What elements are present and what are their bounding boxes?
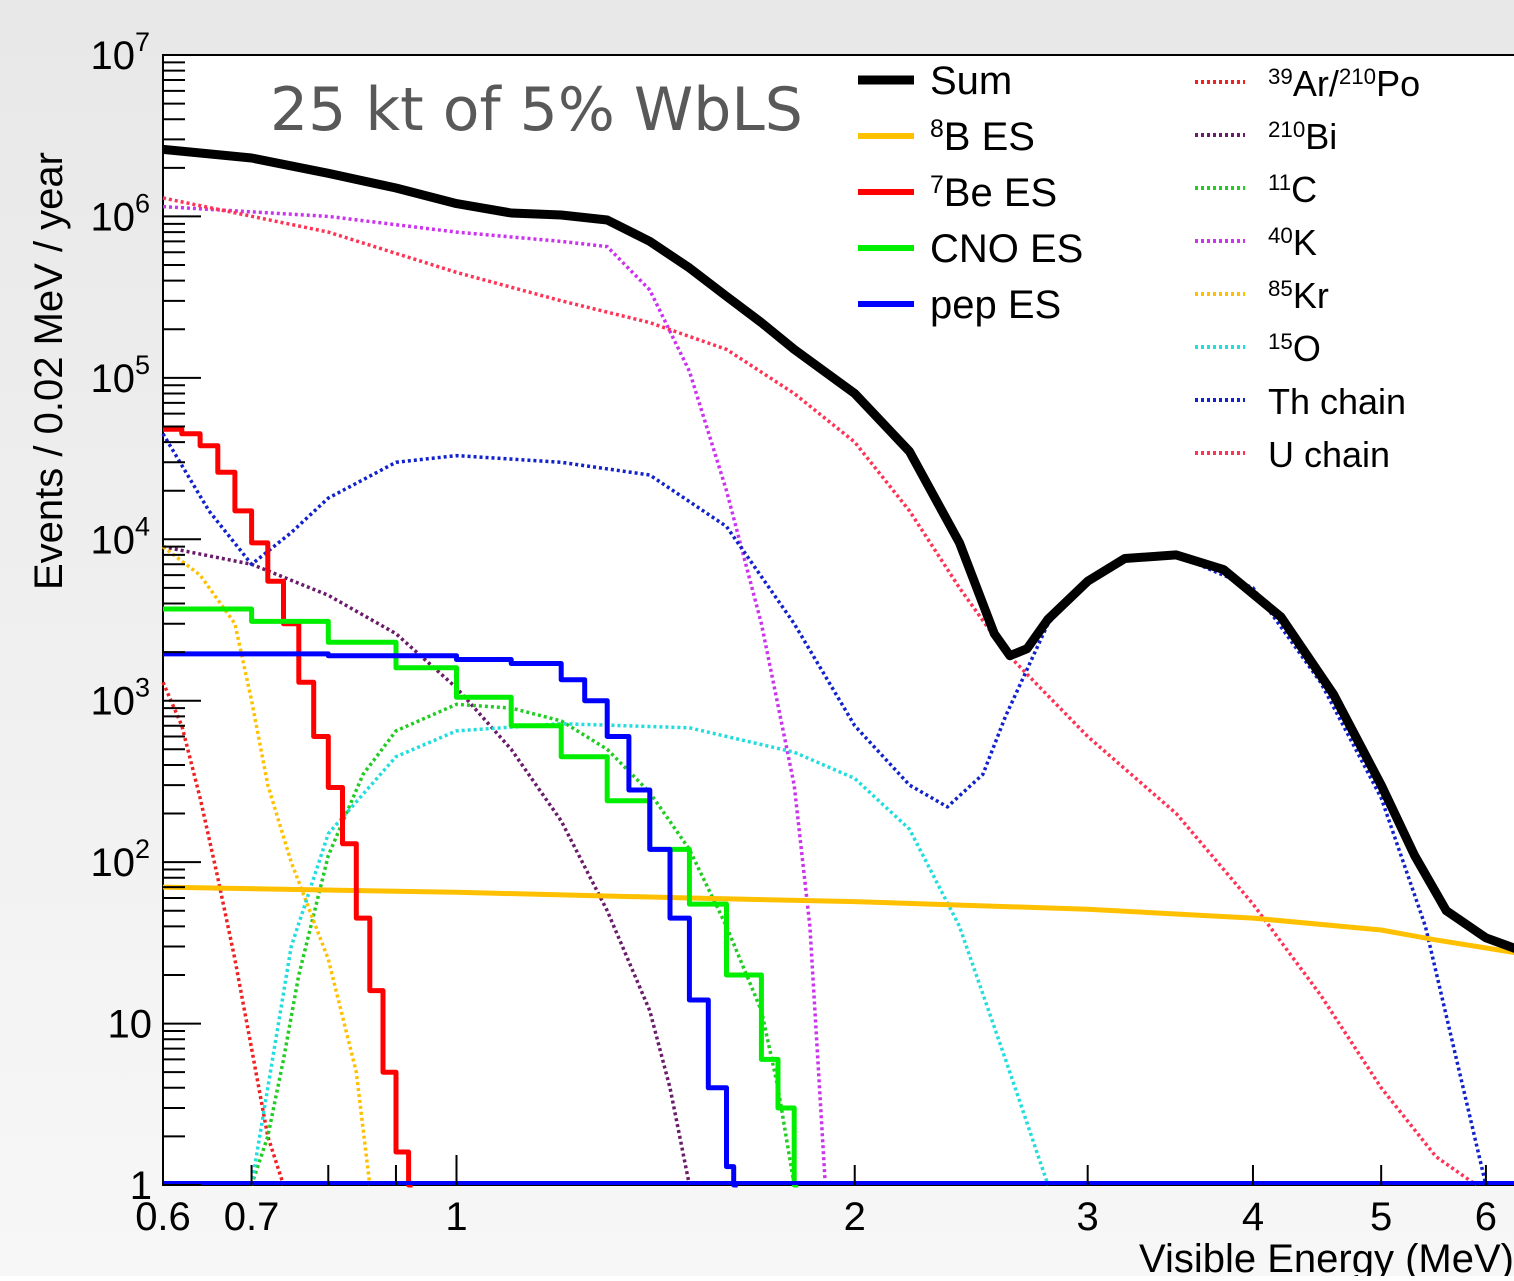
x-tick-label: 6	[1475, 1195, 1497, 1239]
x-tick-label: 4	[1242, 1195, 1264, 1239]
chart-annotation: 25 kt of 5% WbLS	[270, 75, 803, 145]
legend-label-11c: 11C	[1268, 169, 1317, 210]
axes-group: 1 10 102 103 104 105 106 107 0.6 0.7 1 2 3 4 5 6	[90, 27, 1497, 1239]
y-tick-label: 1	[130, 1164, 152, 1208]
y-tick-label: 107	[90, 27, 150, 78]
plot-frame	[162, 54, 1514, 1186]
x-tick-label: 0.7	[224, 1195, 280, 1239]
y-tick-label: 10	[108, 1003, 153, 1047]
series-7be-es-line	[163, 426, 413, 1188]
legend-label-39ar-210po: 39Ar/210Po	[1268, 63, 1420, 104]
legend-label-15o: 15O	[1268, 328, 1321, 369]
series-85kr-line	[161, 545, 372, 1186]
series-210bi-line	[162, 544, 692, 1186]
x-axis-label: Visible Energy (MeV)	[1139, 1237, 1514, 1276]
y-tick-label: 104	[90, 511, 150, 562]
series-39ar-210po-line	[161, 681, 286, 1186]
x-tick-label: 5	[1370, 1195, 1392, 1239]
legend: Sum 8B ES 7Be ES CNO ES pep ES 39Ar/210Po 210B…	[858, 59, 1420, 475]
series-pep-es-line	[163, 651, 738, 1188]
legend-label-7be-es: 7Be ES	[930, 171, 1057, 215]
y-tick-label: 103	[90, 673, 150, 724]
y-tick-label: 105	[90, 350, 150, 401]
x-tick-label: 1	[445, 1195, 467, 1239]
legend-label-sum: Sum	[930, 59, 1012, 103]
series-cno-es-line	[163, 606, 799, 1188]
legend-label-th-chain: Th chain	[1268, 381, 1406, 422]
x-tick-label: 0.6	[135, 1195, 191, 1239]
legend-label-210bi: 210Bi	[1268, 116, 1337, 157]
legend-label-85kr: 85Kr	[1268, 275, 1329, 316]
legend-label-8b-es: 8B ES	[930, 115, 1035, 159]
legend-label-cno-es: CNO ES	[930, 227, 1083, 271]
series-8b-es-line	[162, 884, 1514, 955]
legend-label-u-chain: U chain	[1268, 434, 1390, 475]
y-tick-label: 106	[90, 188, 150, 239]
y-axis-label: Events / 0.02 MeV / year	[27, 152, 71, 590]
series-sum-line	[162, 144, 1514, 953]
x-tick-label: 2	[844, 1195, 866, 1239]
legend-label-pep-es: pep ES	[930, 283, 1061, 327]
legend-label-40k: 40K	[1268, 222, 1317, 263]
series-15o-line	[249, 721, 1050, 1186]
y-tick-label: 102	[90, 834, 150, 885]
x-tick-label: 3	[1077, 1195, 1099, 1239]
series-group	[161, 144, 1514, 1188]
series-u-chain-line	[162, 196, 1478, 1187]
